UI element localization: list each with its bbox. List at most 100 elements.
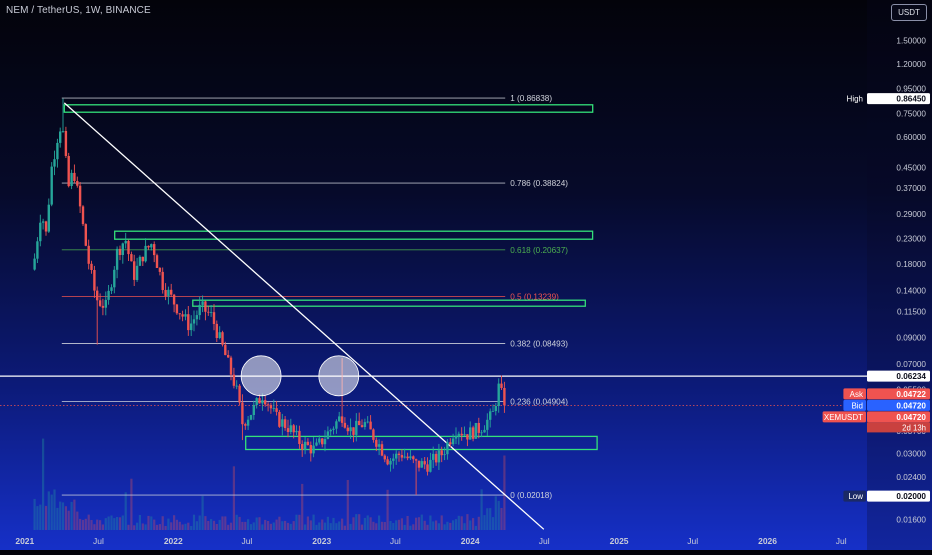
candle-body [36, 241, 39, 259]
volume-bar [155, 524, 159, 530]
candle-body [107, 290, 110, 300]
candle-body [395, 453, 398, 459]
price-tick-label: 0.29000 [896, 210, 926, 219]
highlight-circles [240, 355, 360, 397]
candle-body [266, 404, 270, 406]
price-axis[interactable]: 1.50000 1.20000 0.95000 0.75000 0.60000 0.450… [867, 0, 932, 550]
price-tick-label: 0.23000 [896, 234, 926, 243]
candle-body [175, 304, 179, 314]
candle-body [93, 270, 96, 291]
candle-body [150, 244, 153, 248]
candle-body [286, 428, 290, 432]
candle-body [70, 172, 73, 186]
price-label-tag: XEMUSDT [824, 413, 863, 422]
time-tick-label: Jul [390, 536, 401, 546]
candle-body [460, 433, 463, 436]
volume-bar [463, 523, 466, 530]
volume-bar [267, 521, 270, 530]
volume-bar [215, 524, 218, 530]
price-label-tag-bg [822, 411, 866, 423]
time-tick-label: 2024 [461, 536, 480, 546]
volume-bar [104, 518, 107, 530]
candle-body [375, 439, 378, 447]
volume-bar [289, 523, 292, 530]
candle-body [50, 166, 53, 205]
candle-body [161, 271, 164, 290]
candle-body [301, 444, 304, 450]
candle-body [323, 439, 327, 445]
volume-bar [210, 519, 213, 530]
volume-bar [443, 524, 446, 530]
time-axis[interactable]: 2021 Jul 2022 Jul 2023 Jul 2024 Jul 2025 Jul 2026 J… [15, 536, 846, 546]
fib-level-label: 1 (0.86838) [510, 94, 552, 103]
volume-bar [124, 492, 127, 530]
candle-body [192, 319, 196, 324]
volume-bar [423, 520, 426, 530]
candle-body [440, 450, 443, 456]
candle-body [275, 408, 278, 412]
candle-body [349, 427, 352, 432]
descending-trendline [63, 102, 545, 530]
candle-body [141, 256, 144, 262]
volume-bar [141, 523, 144, 530]
candle-body [101, 305, 105, 308]
support-resistance-zone [245, 435, 598, 451]
support-resistance-zone [63, 104, 594, 113]
volume-bar [121, 515, 124, 530]
candle-body [87, 245, 90, 264]
price-tick-label: 0.18000 [896, 260, 926, 269]
candle-body [480, 432, 483, 434]
volume-bar [261, 524, 264, 530]
volume-bar [99, 520, 102, 530]
volume-bar [118, 517, 122, 530]
candle-body [329, 429, 332, 432]
candle-body [190, 323, 193, 331]
volume-bar [235, 514, 238, 530]
volume-bar [181, 524, 184, 530]
candle-body [454, 436, 458, 439]
candle-body [224, 344, 227, 356]
highlight-circle [318, 355, 360, 397]
candle-body [209, 312, 213, 313]
volume-bar [363, 517, 366, 530]
candle-body [500, 383, 503, 388]
candle-body [446, 442, 449, 455]
candle-body [423, 461, 426, 465]
volume-bar [466, 514, 469, 530]
candle-body [389, 460, 392, 465]
price-tick-label: 0.07000 [896, 360, 926, 369]
candle-body [98, 300, 102, 306]
volume-bar [170, 522, 173, 530]
volume-bar [81, 519, 85, 530]
volume-bar [417, 517, 421, 530]
volume-bar [192, 514, 196, 530]
volume-bar [107, 516, 110, 530]
volume-bar [164, 526, 167, 530]
volume-bar [437, 523, 440, 530]
volume-bar [409, 525, 412, 530]
bar-countdown: 2d 13h [902, 423, 926, 432]
candle-body [41, 221, 45, 223]
candle-body [343, 422, 347, 428]
candle-body [207, 311, 210, 313]
volume-bar [224, 516, 227, 530]
candle-body [147, 245, 150, 248]
price-label-value: 0.02000 [896, 492, 926, 501]
currency-button[interactable]: USDT [891, 4, 927, 21]
candle-body [33, 258, 36, 270]
volume-bar [309, 520, 312, 530]
candle-body [39, 222, 42, 242]
volume-bar [469, 520, 472, 530]
candle-body [443, 454, 446, 456]
price-label-tag: Bid [851, 401, 863, 410]
volume-bars-layer [33, 438, 506, 530]
volume-bar [110, 515, 113, 530]
volume-bar [33, 498, 36, 530]
volume-bar [184, 523, 187, 530]
volume-bar [61, 502, 65, 530]
volume-bar [315, 524, 318, 530]
volume-bar [147, 515, 150, 530]
highlight-circle [240, 355, 282, 397]
